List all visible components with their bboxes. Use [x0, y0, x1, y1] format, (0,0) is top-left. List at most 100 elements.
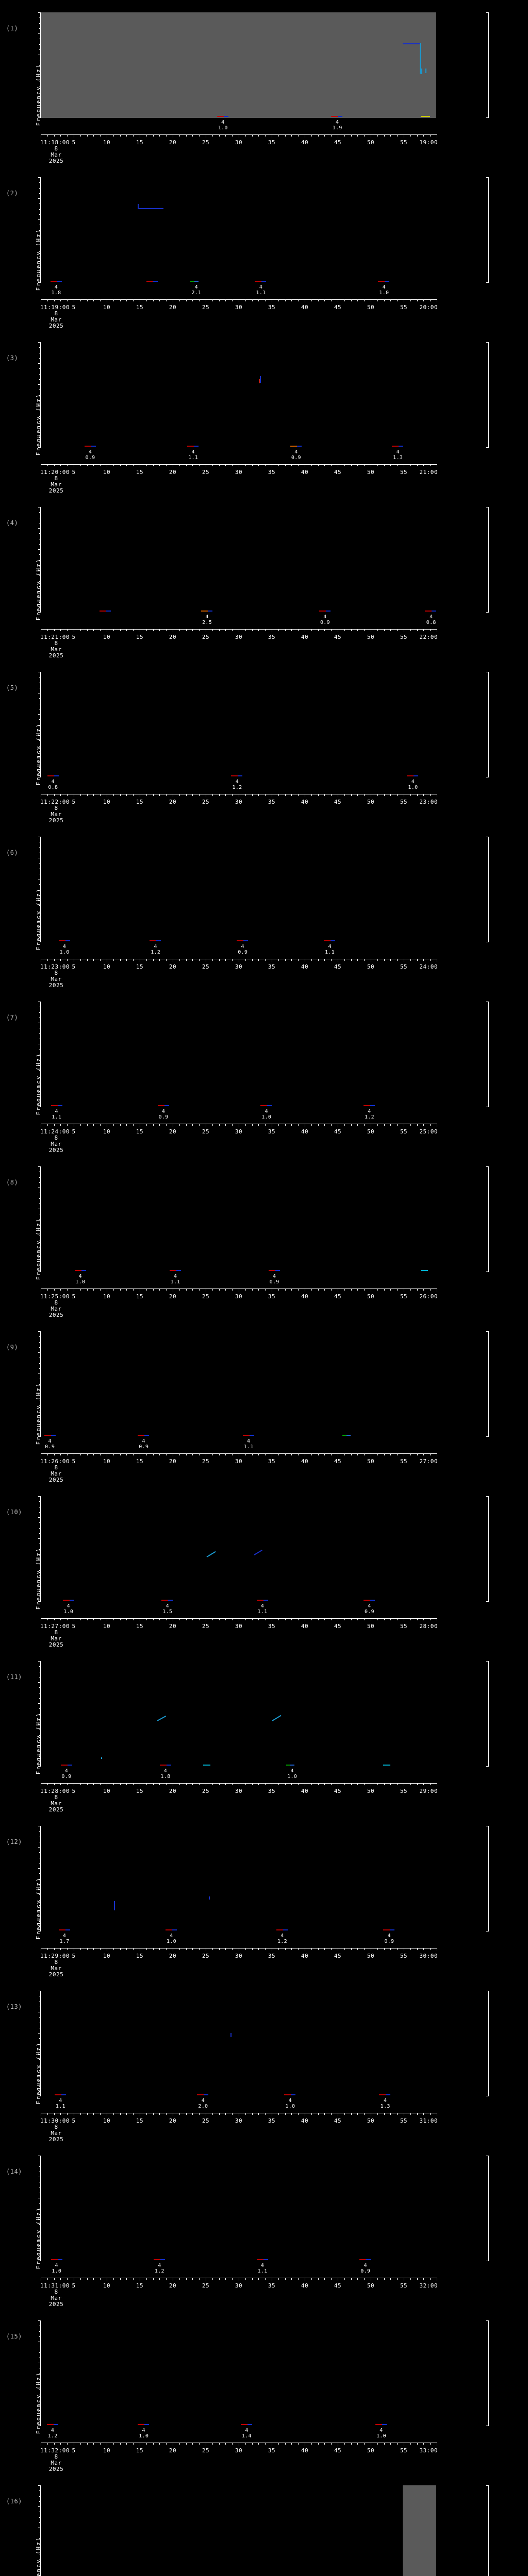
y-tick: [39, 560, 41, 561]
time-tick: [344, 2278, 345, 2280]
marker-value: 1.2: [47, 2433, 58, 2439]
marker-right-segment: [330, 940, 335, 941]
time-tick-label: 50: [367, 1458, 375, 1465]
time-tick: [232, 1783, 233, 1785]
time-tick-label: 35: [268, 799, 276, 805]
y-tick: [38, 2240, 41, 2241]
time-tick: [133, 134, 134, 137]
marker-value: 1.1: [55, 2104, 65, 2109]
time-tick: [159, 2278, 160, 2280]
time-tick: [377, 1289, 378, 1291]
y-tick: [39, 1921, 41, 1922]
date-label: 8 Mar 2025: [38, 1794, 74, 1813]
detection-marker-label: 4 0.9: [320, 614, 330, 625]
time-tick: [47, 1948, 48, 1950]
time-tick: [410, 134, 411, 137]
time-tick: [232, 1618, 233, 1620]
time-tick: [311, 959, 312, 961]
time-tick-label: 55: [400, 799, 408, 805]
detection-marker: [44, 1435, 56, 1436]
time-tick: [60, 1783, 61, 1785]
detection-marker-label: 4 1.2: [48, 2428, 58, 2439]
time-tick: [364, 299, 365, 301]
time-tick: [410, 1948, 411, 1950]
date-part-1: Mar: [51, 316, 62, 323]
y-axis-title: Frequency (Hz): [35, 63, 42, 126]
marker-right-segment: [69, 1600, 74, 1601]
time-tick: [67, 2278, 68, 2280]
detection-marker: [166, 1929, 177, 1931]
time-tick: [285, 464, 286, 466]
time-tick: [225, 299, 226, 301]
time-tick-label: 25: [202, 1623, 210, 1630]
detection-marker: [237, 940, 249, 942]
time-tick-label: 20: [169, 1293, 177, 1300]
time-tick-label: 45: [334, 1788, 342, 1794]
y-tick: [39, 581, 41, 582]
y-axis-spine-right: [486, 1002, 489, 1107]
time-tick: [93, 959, 94, 961]
plot-area: [41, 2320, 436, 2426]
time-tick-label: 50: [367, 634, 375, 640]
time-tick: [417, 2443, 418, 2445]
plot-canvas: [41, 1002, 436, 1107]
date-part-0: 8: [54, 805, 58, 811]
time-tick: [410, 1124, 411, 1126]
time-tick-label: 50: [367, 139, 375, 146]
y-axis-title: Frequency (Hz): [35, 393, 42, 456]
time-tick: [417, 959, 418, 961]
time-tick: [186, 959, 187, 961]
time-tick-label: 40: [301, 634, 309, 640]
y-tick: [39, 2203, 41, 2204]
time-tick: [126, 794, 127, 796]
time-tick-label: 35: [268, 2447, 276, 2454]
time-tick-label: 55: [400, 634, 408, 640]
time-tick-label: 30: [235, 469, 243, 476]
time-tick-label: 40: [301, 963, 309, 970]
time-tick: [410, 299, 411, 301]
time-tick: [93, 299, 94, 301]
time-tick: [410, 2278, 411, 2280]
date-part-0: 8: [54, 2453, 58, 2460]
time-tick-label: 20: [169, 799, 177, 805]
y-tick: [39, 1575, 41, 1576]
time-tick: [417, 1289, 418, 1291]
date-label: 8 Mar 2025: [38, 146, 74, 164]
time-tick: [351, 1289, 352, 1291]
time-tick-label: 35: [268, 469, 276, 476]
panel-number: (5): [6, 684, 19, 691]
time-tick: [186, 1453, 187, 1455]
time-tick-label: 5: [72, 1293, 76, 1300]
time-tick: [60, 464, 61, 466]
y-tick: [39, 1740, 41, 1741]
time-tick-label: 10: [103, 1293, 111, 1300]
time-tick: [166, 1783, 167, 1785]
marker-left-segment: [268, 1270, 275, 1271]
date-part-2: 2025: [48, 1971, 64, 1978]
y-tick: [38, 33, 41, 34]
time-tick: [166, 2113, 167, 2115]
date-label: 8 Mar 2025: [38, 640, 74, 659]
time-tick: [364, 134, 365, 137]
time-tick: [179, 1124, 180, 1126]
time-tick: [186, 299, 187, 301]
marker-value: 0.9: [269, 1279, 279, 1285]
marker-right-segment: [398, 446, 403, 447]
date-part-2: 2025: [48, 1312, 64, 1318]
time-tick: [285, 629, 286, 631]
time-tick: [278, 2443, 279, 2445]
time-tick: [291, 2278, 292, 2280]
time-tick-label: 40: [301, 139, 309, 146]
time-tick: [47, 629, 48, 631]
spectral-trace: [137, 208, 163, 210]
time-tick: [311, 1618, 312, 1620]
time-tick: [186, 629, 187, 631]
time-tick: [258, 629, 259, 631]
time-tick: [351, 1948, 352, 1950]
time-tick-label: 20: [169, 1623, 177, 1630]
time-tick: [179, 2113, 180, 2115]
time-tick: [258, 794, 259, 796]
time-tick: [126, 464, 127, 466]
marker-count: 4: [380, 2428, 383, 2433]
time-tick: [410, 2113, 411, 2115]
